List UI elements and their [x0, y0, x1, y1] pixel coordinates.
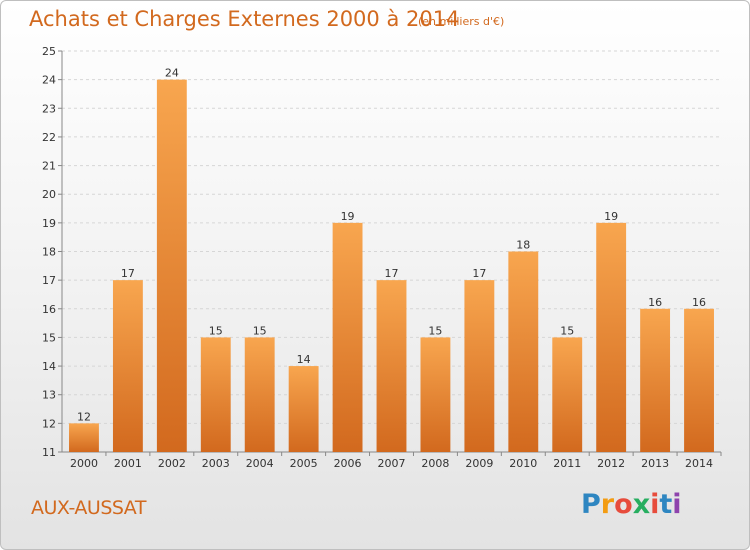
logo-letter: P — [581, 489, 601, 520]
x-tick-label-2002: 2002 — [158, 457, 186, 470]
y-tick-label: 16 — [42, 303, 56, 316]
data-label-2002: 24 — [165, 67, 179, 80]
data-labels: 12 17 24 15 15 14 19 17 15 17 18 15 19 16 16 — [77, 67, 706, 424]
bar-2001 — [112, 280, 143, 452]
bar-2012 — [596, 222, 627, 452]
logo-letter: x — [632, 489, 651, 520]
x-tick-label-2013: 2013 — [641, 457, 669, 470]
y-tick-label: 14 — [42, 360, 56, 373]
location-name: AUX-AUSSAT — [31, 497, 146, 519]
x-tick-label-2007: 2007 — [378, 457, 406, 470]
data-label-2012: 19 — [604, 210, 618, 223]
y-tick-label: 17 — [42, 274, 56, 287]
x-tick-label-2009: 2009 — [465, 457, 493, 470]
y-tick-label: 20 — [42, 188, 56, 201]
bar-2013 — [640, 308, 671, 452]
data-label-2001: 17 — [121, 267, 135, 280]
y-tick-label: 18 — [42, 246, 56, 259]
bar-2003 — [200, 337, 231, 452]
y-tick-label: 23 — [42, 102, 56, 115]
bar-2014 — [684, 308, 714, 452]
x-tick-label-2010: 2010 — [509, 457, 537, 470]
y-tick-label: 21 — [42, 160, 56, 173]
bar-2008 — [420, 337, 451, 452]
x-tick-label-2012: 2012 — [597, 457, 625, 470]
logo-letter: i — [650, 489, 660, 520]
y-tick-label: 13 — [42, 389, 56, 402]
x-tick-label-2000: 2000 — [70, 457, 98, 470]
x-tick-label-2006: 2006 — [334, 457, 362, 470]
data-label-2009: 17 — [472, 267, 486, 280]
data-label-2013: 16 — [648, 296, 662, 309]
data-label-2005: 14 — [297, 353, 311, 366]
bar-2009 — [464, 280, 495, 452]
data-label-2003: 15 — [209, 324, 223, 337]
data-label-2000: 12 — [77, 410, 91, 423]
y-tick-label: 25 — [42, 45, 56, 58]
x-tick-labels: 2000 2001 2002 2003 2004 2005 2006 2007 2008 2009… — [70, 452, 722, 470]
y-tick-label: 19 — [42, 217, 56, 230]
data-label-2008: 15 — [428, 324, 442, 337]
proxiti-logo[interactable]: Proxiti — [581, 489, 682, 520]
bar-2000 — [69, 423, 99, 452]
x-tick-label-2011: 2011 — [553, 457, 581, 470]
x-tick-label-2014: 2014 — [685, 457, 713, 470]
x-tick-label-2001: 2001 — [114, 457, 142, 470]
logo-letter: i — [672, 489, 682, 520]
bar-2004 — [244, 337, 275, 452]
data-label-2007: 17 — [385, 267, 399, 280]
logo-letter: o — [614, 489, 633, 520]
y-tick-label: 15 — [42, 331, 56, 344]
data-label-2011: 15 — [560, 324, 574, 337]
bar-2007 — [376, 280, 407, 452]
data-label-2004: 15 — [253, 324, 267, 337]
bar-2006 — [332, 222, 363, 452]
chart-title: Achats et Charges Externes 2000 à 2014 — [29, 7, 460, 31]
chart-subtitle: (en milliers d'€) — [418, 15, 505, 28]
y-tick-label: 12 — [42, 417, 56, 430]
x-tick-label-2005: 2005 — [290, 457, 318, 470]
x-tick-label-2004: 2004 — [246, 457, 274, 470]
y-tick-label: 22 — [42, 131, 56, 144]
x-tick-label-2008: 2008 — [421, 457, 449, 470]
bar-2002 — [156, 79, 187, 453]
bar-2010 — [508, 251, 539, 452]
data-label-2014: 16 — [692, 296, 706, 309]
logo-letter: r — [600, 489, 615, 520]
data-label-2010: 18 — [516, 239, 530, 252]
data-label-2006: 19 — [341, 210, 355, 223]
x-tick-label-2003: 2003 — [202, 457, 230, 470]
y-tick-labels: 11 12 13 14 15 16 17 18 19 20 21 22 23 24 25 — [42, 45, 56, 459]
y-tick-label: 24 — [42, 74, 56, 87]
y-tick-label: 11 — [42, 446, 56, 459]
bar-2005 — [288, 366, 319, 452]
bar-2011 — [552, 337, 583, 452]
logo-letter: t — [659, 489, 673, 520]
bars — [69, 79, 714, 453]
